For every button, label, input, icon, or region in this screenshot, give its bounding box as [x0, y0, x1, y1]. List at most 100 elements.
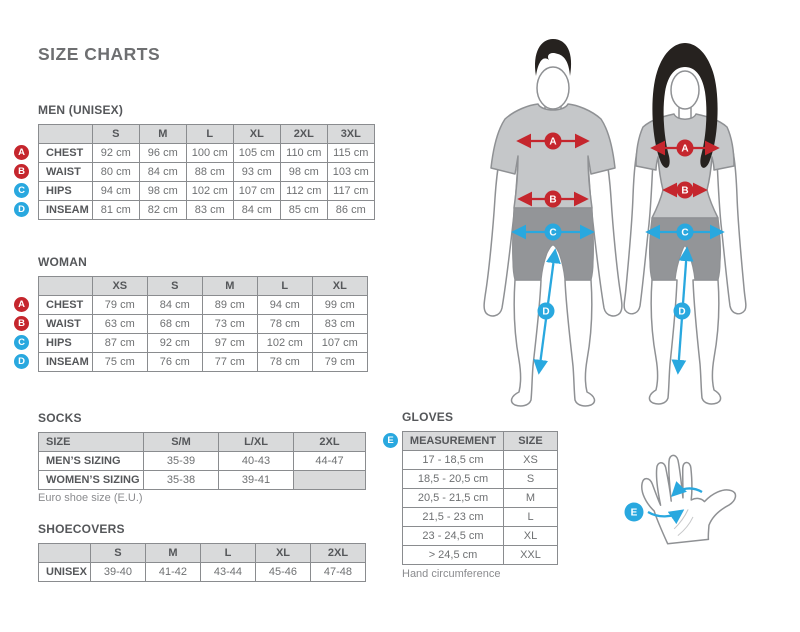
column-header: XL — [254, 543, 311, 563]
column-header: 2XL — [309, 543, 366, 563]
marker-badge-d: D — [14, 354, 29, 369]
table-row: HIPS 94 cm 98 cm 102 cm 107 cm 112 cm 117 cm — [38, 181, 375, 201]
men-section-heading: MEN (UNISEX) — [38, 103, 124, 117]
value-cell: 20,5 - 21,5 cm — [402, 488, 504, 508]
value-cell: XL — [503, 526, 558, 546]
hand-circumference-arrow — [647, 509, 685, 525]
row-label: WAIST — [38, 314, 93, 334]
value-cell: 94 cm — [256, 295, 313, 315]
table-row: HIPS 87 cm 92 cm 97 cm 102 cm 107 cm — [38, 333, 368, 353]
male-hair — [535, 39, 572, 76]
column-header: M — [201, 276, 258, 296]
value-cell: 40-43 — [218, 451, 294, 471]
marker-badge-c: C — [14, 183, 29, 198]
gloves-size-section: GLOVES E MEASUREMENT SIZE 17 - 18,5 cm XS 18,… — [383, 410, 558, 565]
column-header: S — [91, 124, 140, 144]
marker-badge-b: B — [14, 316, 29, 331]
female-waist-marker-label: B — [681, 186, 688, 197]
value-cell: 83 cm — [311, 314, 368, 334]
value-cell: 23 - 24,5 cm — [402, 526, 504, 546]
value-cell: 89 cm — [201, 295, 258, 315]
value-cell: 88 cm — [185, 162, 234, 182]
column-header: MEASUREMENT — [402, 431, 504, 451]
row-label: WOMEN’S SIZING — [38, 470, 144, 490]
body-measurement-diagram: A B C D A B — [483, 39, 747, 407]
header-row: S M L XL 2XL 3XL — [38, 124, 375, 144]
value-cell: > 24,5 cm — [402, 545, 504, 565]
socks-size-table-wrap: SIZE S/M L/XL 2XL MEN’S SIZING 35-39 40-43 44-4… — [38, 432, 366, 490]
shoecovers-size-section: SHOECOVERS S M L XL 2XL UNISEX 39-40 41-42 43-44… — [38, 522, 366, 582]
column-header: 3XL — [326, 124, 375, 144]
value-cell: 35-39 — [143, 451, 219, 471]
value-cell: XS — [503, 450, 558, 470]
value-cell: 68 cm — [146, 314, 203, 334]
male-figure: A B C D — [483, 39, 623, 407]
value-cell: 96 cm — [138, 143, 187, 163]
female-right-arm — [716, 129, 747, 315]
table-row: 21,5 - 23 cm L — [402, 507, 558, 527]
value-cell: 94 cm — [91, 181, 140, 201]
value-cell: 85 cm — [279, 200, 328, 220]
table-row: CHEST 79 cm 84 cm 89 cm 94 cm 99 cm — [38, 295, 368, 315]
value-cell: 84 cm — [146, 295, 203, 315]
female-hips-marker-icon — [676, 223, 694, 241]
column-header: 2XL — [293, 432, 366, 452]
woman-section-heading: WOMAN — [38, 255, 87, 269]
value-cell: 18,5 - 20,5 cm — [402, 469, 504, 489]
table-row: 23 - 24,5 cm XL — [402, 526, 558, 546]
socks-section-heading: SOCKS — [38, 411, 82, 425]
male-hips-marker-label: C — [549, 228, 556, 239]
value-cell: L — [503, 507, 558, 527]
hand-measurement-diagram: E — [624, 454, 737, 545]
male-waist-marker-label: B — [549, 195, 556, 206]
value-cell: 39-40 — [89, 562, 146, 582]
header-row: MEASUREMENT SIZE — [402, 431, 558, 451]
male-face — [536, 66, 570, 110]
female-inseam-marker-label: D — [678, 307, 685, 318]
column-header: 2XL — [279, 124, 328, 144]
value-cell: 103 cm — [326, 162, 375, 182]
column-header: L — [256, 276, 313, 296]
value-cell: M — [503, 488, 558, 508]
hand-circumference-arrow — [671, 481, 703, 497]
value-cell: S — [503, 469, 558, 489]
value-cell: 45-46 — [254, 562, 311, 582]
value-cell — [293, 470, 366, 490]
male-right-leg — [564, 279, 596, 407]
column-header: S — [89, 543, 146, 563]
value-cell: 102 cm — [256, 333, 313, 353]
value-cell: 98 cm — [279, 162, 328, 182]
value-cell: 75 cm — [91, 352, 148, 372]
female-waist-marker-icon — [676, 181, 694, 199]
column-header: XS — [91, 276, 148, 296]
euro-shoe-size-note: Euro shoe size (E.U.) — [38, 492, 143, 504]
hand-outline — [641, 454, 737, 545]
female-right-leg — [692, 279, 722, 405]
column-header: SIZE — [503, 431, 558, 451]
value-cell: 86 cm — [326, 200, 375, 220]
value-cell: 39-41 — [218, 470, 294, 490]
male-hips-marker-icon — [544, 223, 562, 241]
female-inseam-marker-icon — [673, 302, 691, 320]
column-header: M — [138, 124, 187, 144]
men-size-table-wrap: A B C D S M L XL 2XL 3XL CHEST 92 cm 96 cm 100 cm 105 … — [14, 124, 375, 220]
gloves-size-table-wrap: E MEASUREMENT SIZE 17 - 18,5 cm XS 18,5 - 20,… — [383, 431, 558, 565]
value-cell: 117 cm — [326, 181, 375, 201]
table-row: 18,5 - 20,5 cm S — [402, 469, 558, 489]
shoecovers-size-table: S M L XL 2XL UNISEX 39-40 41-42 43-44 45-46 47-48 — [38, 543, 366, 582]
column-header: S/M — [143, 432, 219, 452]
female-figure: A B C D — [623, 43, 747, 405]
column-header: XL — [311, 276, 368, 296]
value-cell: 41-42 — [144, 562, 201, 582]
row-label: CHEST — [38, 295, 93, 315]
value-cell: XXL — [503, 545, 558, 565]
value-cell: 107 cm — [311, 333, 368, 353]
row-label: HIPS — [38, 333, 93, 353]
header-row: SIZE S/M L/XL 2XL — [38, 432, 366, 452]
value-cell: 99 cm — [311, 295, 368, 315]
column-header — [38, 124, 93, 144]
male-inseam-marker-label: D — [542, 307, 549, 318]
row-label: UNISEX — [38, 562, 91, 582]
hand-marker-icon — [624, 502, 644, 522]
marker-badge-b: B — [14, 164, 29, 179]
